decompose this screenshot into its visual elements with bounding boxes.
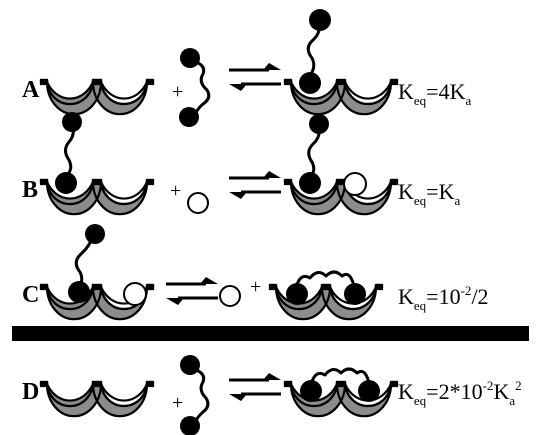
row-label: C bbox=[22, 282, 39, 308]
competitor-icon bbox=[187, 192, 209, 214]
competitor-icon bbox=[219, 285, 241, 307]
bivalent-ligand-icon bbox=[179, 48, 211, 127]
double-bound-ligand-icon bbox=[286, 270, 366, 305]
equilibrium-arrows-icon bbox=[227, 169, 283, 201]
bound-ligand-icon bbox=[55, 112, 82, 194]
plus-sign: + bbox=[172, 392, 183, 414]
svg-text:Keq=2*10-2Ka2: Keq=2*10-2Ka2 bbox=[398, 378, 522, 408]
double-bound-ligand-icon bbox=[300, 367, 380, 402]
equilibrium-arrows-icon bbox=[164, 275, 220, 307]
row-d: D + Keq=2*10-2Ka2 bbox=[22, 355, 522, 435]
plus-sign: + bbox=[172, 81, 183, 103]
plus-sign: + bbox=[170, 180, 181, 202]
row-c: C + Keq=10-2/2 bbox=[22, 224, 489, 321]
bound-ligand-icon bbox=[299, 114, 329, 194]
receptor-icon bbox=[39, 380, 155, 418]
row-label: B bbox=[22, 177, 38, 203]
svg-text:Keq=4Ka: Keq=4Ka bbox=[398, 79, 471, 108]
equilibrium-arrows-icon bbox=[227, 61, 283, 93]
keq-c: Keq=10-2/2 bbox=[398, 283, 489, 313]
keq-d: Keq=2*10-2Ka2 bbox=[398, 378, 522, 408]
row-b: B + Keq=Ka bbox=[22, 112, 460, 216]
svg-text:Keq=10-2/2: Keq=10-2/2 bbox=[398, 283, 489, 313]
equilibrium-arrows-icon bbox=[227, 371, 283, 403]
separator-bar bbox=[12, 326, 529, 341]
bound-ligand-icon bbox=[68, 224, 105, 303]
receptor-icon bbox=[39, 78, 155, 116]
competitor-icon bbox=[123, 282, 147, 306]
bivalent-ligand-icon bbox=[180, 355, 210, 435]
keq-b: Keq=Ka bbox=[398, 179, 460, 208]
svg-text:Keq=Ka: Keq=Ka bbox=[398, 179, 460, 208]
bound-ligand-icon bbox=[299, 9, 331, 94]
plus-sign: + bbox=[250, 276, 261, 298]
competitor-icon bbox=[343, 172, 367, 196]
keq-a: Keq=4Ka bbox=[398, 79, 471, 108]
row-a: A + Keq=4Ka bbox=[22, 9, 471, 127]
row-label: D bbox=[22, 379, 39, 405]
row-label: A bbox=[22, 77, 40, 103]
